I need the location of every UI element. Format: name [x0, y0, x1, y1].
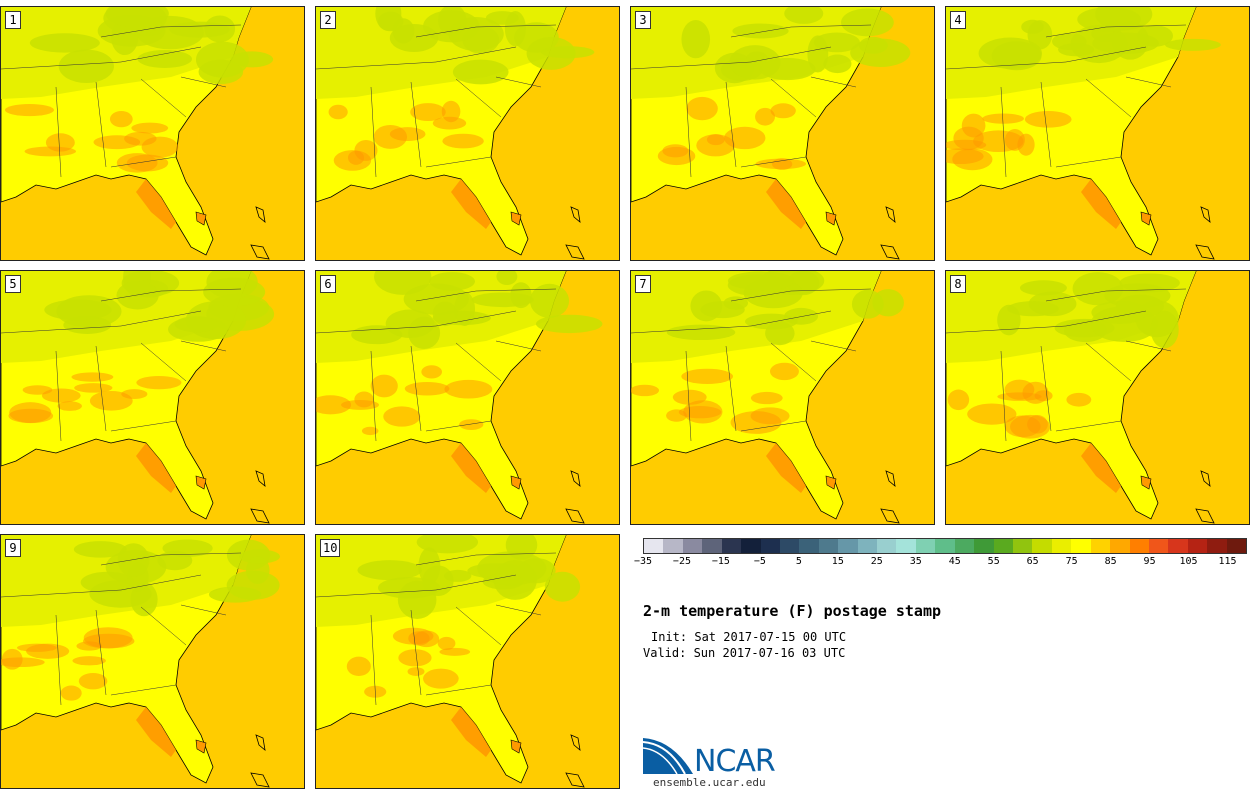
colorbar-swatch [779, 539, 800, 553]
ensemble-member-map: 5 [0, 270, 305, 525]
colorbar-swatch [1207, 539, 1227, 553]
member-number-label: 4 [950, 11, 966, 29]
colorbar-swatch [682, 539, 703, 553]
colorbar-tick: 15 [831, 556, 844, 567]
chart-title: 2-m temperature (F) postage stamp [643, 602, 942, 620]
member-number-label: 10 [320, 539, 341, 557]
ncar-logo-icon [643, 738, 693, 775]
colorbar-tick: −15 [711, 556, 730, 567]
valid-time: Valid: Sun 2017-07-16 03 UTC [643, 646, 846, 660]
colorbar-swatch [993, 539, 1014, 553]
colorbar-tick: 45 [948, 556, 961, 567]
colorbar-swatch [760, 539, 780, 553]
ensemble-member-map: 10 [315, 534, 620, 789]
colorbar-swatch [1168, 539, 1188, 553]
ensemble-member-map: 3 [630, 6, 935, 261]
colorbar-tick: 95 [1143, 556, 1156, 567]
ensemble-member-map: 2 [315, 6, 620, 261]
member-number-label: 6 [320, 275, 336, 293]
colorbar-tick: 85 [1104, 556, 1117, 567]
colorbar-swatch [935, 539, 955, 553]
colorbar-swatch [1013, 539, 1033, 553]
colorbar-swatch [974, 539, 994, 553]
member-number-label: 8 [950, 275, 966, 293]
ensemble-member-map: 6 [315, 270, 620, 525]
colorbar-swatch [818, 539, 839, 553]
colorbar-swatch [1129, 539, 1149, 553]
colorbar-tick: −35 [633, 556, 653, 567]
ensemble-url: ensemble.ucar.edu [653, 776, 766, 789]
ensemble-member-map: 8 [945, 270, 1250, 525]
ensemble-member-map: 9 [0, 534, 305, 789]
colorbar-swatch [954, 539, 975, 553]
colorbar-swatch [896, 539, 916, 553]
colorbar-swatch [799, 539, 819, 553]
colorbar-swatch [1148, 539, 1169, 553]
colorbar-swatch [1071, 539, 1091, 553]
ensemble-member-map: 4 [945, 6, 1250, 261]
member-number-label: 7 [635, 275, 651, 293]
colorbar-swatch [857, 539, 878, 553]
member-number-label: 9 [5, 539, 21, 557]
colorbar-swatch [1032, 539, 1052, 553]
colorbar-swatch [877, 539, 897, 553]
colorbar-tick: 115 [1218, 556, 1237, 567]
colorbar-swatch [1187, 539, 1208, 553]
colorbar-swatch [741, 539, 761, 553]
init-time: Init: Sat 2017-07-15 00 UTC [651, 630, 847, 644]
member-number-label: 3 [635, 11, 651, 29]
ensemble-member-map: 1 [0, 6, 305, 261]
colorbar-swatch [1226, 539, 1247, 553]
colorbar-tick: 65 [1026, 556, 1039, 567]
colorbar-swatch [644, 539, 664, 553]
colorbar-swatch [915, 539, 936, 553]
colorbar-tick: 5 [795, 556, 802, 567]
colorbar-tick: 35 [909, 556, 922, 567]
colorbar-tick: −25 [672, 556, 691, 567]
colorbar-tick: 75 [1065, 556, 1078, 567]
colorbar-swatch [721, 539, 742, 553]
colorbar-tick: −5 [753, 556, 766, 567]
colorbar-tick: 55 [987, 556, 1000, 567]
colorbar-swatch [1051, 539, 1072, 553]
colorbar-swatch [702, 539, 722, 553]
colorbar-swatch [663, 539, 683, 553]
member-number-label: 1 [5, 11, 21, 29]
colorbar-swatch [838, 539, 858, 553]
member-number-label: 5 [5, 275, 21, 293]
member-number-label: 2 [320, 11, 336, 29]
temperature-colorbar [643, 538, 1247, 554]
colorbar-tick: 25 [870, 556, 883, 567]
ensemble-member-map: 7 [630, 270, 935, 525]
colorbar-tick-labels: −35 −25 −15 −5 5 15 25 35 45 55 65 75 85 95 105 115 [634, 556, 1247, 570]
colorbar-swatch [1110, 539, 1130, 553]
ncar-wordmark: NCAR [694, 744, 776, 779]
colorbar-swatch [1090, 539, 1111, 553]
colorbar-tick: 105 [1179, 556, 1198, 567]
